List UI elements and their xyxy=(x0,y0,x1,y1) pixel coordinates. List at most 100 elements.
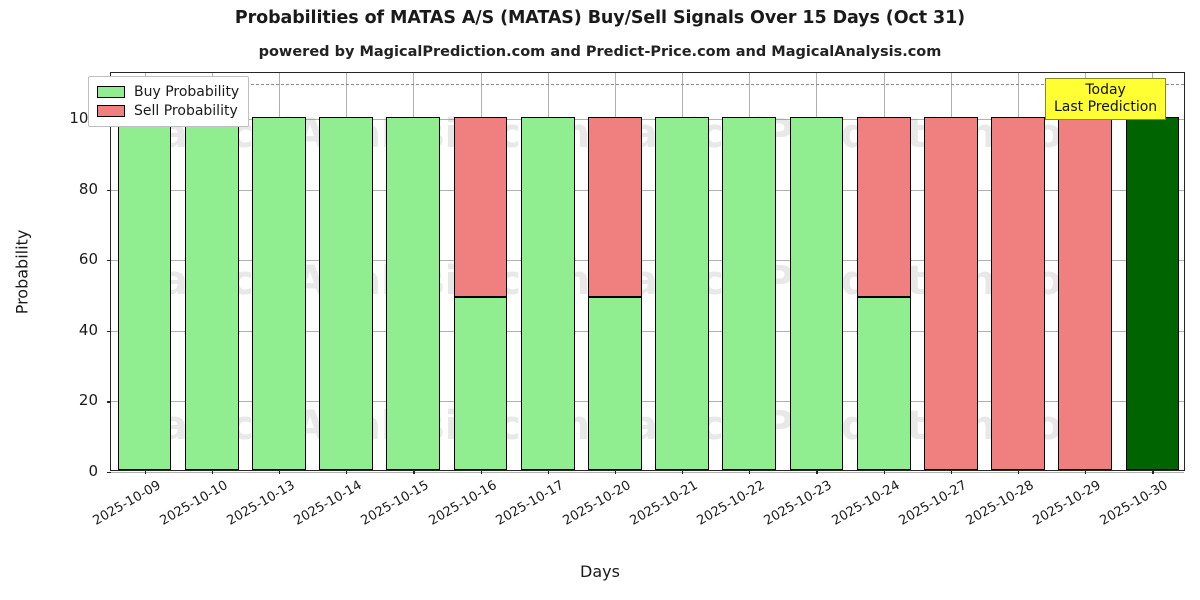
y-tick-label: 0 xyxy=(88,462,98,480)
bar-group[interactable] xyxy=(386,71,441,470)
bar-segment-sell[interactable] xyxy=(453,116,508,297)
x-tick-mark xyxy=(480,470,482,474)
x-tick-label: 2025-10-29 xyxy=(1030,478,1104,529)
y-tick-mark xyxy=(107,189,111,191)
legend-swatch-icon xyxy=(97,104,125,117)
legend-item[interactable]: Sell Probability xyxy=(97,101,239,120)
y-tick-mark xyxy=(107,260,111,262)
chart-subtitle: powered by MagicalPrediction.com and Pre… xyxy=(258,44,942,60)
bar-group[interactable] xyxy=(319,71,374,470)
x-tick-mark xyxy=(211,470,213,474)
bar-group[interactable] xyxy=(588,71,642,470)
bar-segment-buy[interactable] xyxy=(453,296,508,470)
x-tick-label: 2025-10-22 xyxy=(694,478,768,529)
x-tick-mark xyxy=(749,470,751,474)
x-tick-mark xyxy=(144,470,146,474)
bar-segment-buy[interactable] xyxy=(655,116,709,470)
bar-segment-sell[interactable] xyxy=(588,116,642,297)
bar-group[interactable] xyxy=(722,71,777,470)
x-tick-label: 2025-10-27 xyxy=(896,478,970,529)
bar-segment-today[interactable] xyxy=(1125,116,1180,470)
page-title: Probabilities of MATAS A/S (MATAS) Buy/S… xyxy=(234,8,966,28)
plot-area: MagicalAnalysis.comMagicalPrediction.com… xyxy=(107,72,1185,474)
bar-group[interactable] xyxy=(117,71,172,470)
legend-label: Buy Probability xyxy=(134,83,240,100)
x-tick-label: 2025-10-09 xyxy=(90,478,164,529)
bar-segment-buy[interactable] xyxy=(520,116,575,470)
gridline-horizontal xyxy=(111,401,1184,403)
legend-label: Sell Probability xyxy=(134,102,238,119)
bar-group[interactable] xyxy=(520,71,575,470)
legend-item[interactable]: Buy Probability xyxy=(97,82,239,101)
bar-segment-sell[interactable] xyxy=(991,116,1045,470)
x-tick-label: 2025-10-21 xyxy=(627,478,701,529)
bar-segment-buy[interactable] xyxy=(386,116,441,470)
bar-group[interactable] xyxy=(655,71,709,470)
x-tick-label: 2025-10-17 xyxy=(493,478,567,529)
y-tick-label: 40 xyxy=(78,320,98,339)
gridline-horizontal xyxy=(111,118,1184,120)
x-tick-mark xyxy=(883,470,885,474)
bar-segment-buy[interactable] xyxy=(789,116,844,470)
gridline-horizontal xyxy=(111,189,1184,191)
bar-segment-sell[interactable] xyxy=(856,116,911,297)
y-tick-label: 60 xyxy=(78,250,98,269)
x-tick-label: 2025-10-13 xyxy=(224,478,298,529)
x-tick-label: 2025-10-10 xyxy=(157,478,231,529)
x-tick-label: 2025-10-30 xyxy=(1097,478,1171,529)
legend-swatch-icon xyxy=(97,85,125,98)
bar-group[interactable] xyxy=(856,71,911,470)
y-axis-label: Probability xyxy=(12,229,32,314)
threshold-dashed-line xyxy=(111,83,1184,85)
bar-segment-buy[interactable] xyxy=(588,296,642,470)
bar-segment-sell[interactable] xyxy=(923,116,978,470)
bar-group[interactable] xyxy=(252,71,306,470)
x-tick-mark xyxy=(682,470,684,474)
bar-group[interactable] xyxy=(453,71,508,470)
x-tick-label: 2025-10-28 xyxy=(963,478,1037,529)
x-axis-label: Days xyxy=(580,562,620,581)
today-label: Today xyxy=(1085,82,1126,98)
x-tick-label: 2025-10-15 xyxy=(358,478,432,529)
today-annotation: Today Last Prediction xyxy=(1045,78,1167,121)
bar-group[interactable] xyxy=(991,71,1045,470)
x-tick-mark xyxy=(413,470,415,474)
x-tick-mark xyxy=(346,470,348,474)
bars-layer xyxy=(111,73,1184,470)
y-tick-label: 80 xyxy=(78,179,98,198)
gridline-horizontal xyxy=(111,330,1184,332)
bar-group[interactable] xyxy=(1125,71,1180,470)
y-tick-mark xyxy=(107,330,111,332)
x-tick-mark xyxy=(816,470,818,474)
bar-segment-buy[interactable] xyxy=(319,116,374,470)
bar-segment-buy[interactable] xyxy=(856,296,911,470)
bar-group[interactable] xyxy=(1058,71,1113,470)
x-tick-label: 2025-10-20 xyxy=(560,478,634,529)
x-tick-mark xyxy=(1152,470,1154,474)
bar-group[interactable] xyxy=(789,71,844,470)
x-tick-label: 2025-10-16 xyxy=(426,478,500,529)
x-tick-label: 2025-10-14 xyxy=(291,478,365,529)
gridline-horizontal xyxy=(111,472,1184,473)
last-prediction-label: Last Prediction xyxy=(1054,98,1158,115)
bar-segment-sell[interactable] xyxy=(1058,116,1113,470)
gridline-horizontal xyxy=(111,260,1184,262)
bar-segment-buy[interactable] xyxy=(117,116,172,470)
x-tick-mark xyxy=(278,470,281,474)
y-tick-mark xyxy=(107,472,111,474)
y-tick-mark xyxy=(107,401,111,403)
chart-legend: Buy Probability Sell Probability xyxy=(88,76,250,127)
x-tick-label: 2025-10-23 xyxy=(762,478,835,529)
x-tick-mark xyxy=(614,470,617,474)
bar-segment-buy[interactable] xyxy=(252,116,306,470)
bar-group[interactable] xyxy=(184,71,239,470)
x-tick-mark xyxy=(547,470,549,474)
x-tick-mark xyxy=(950,470,953,474)
bar-segment-buy[interactable] xyxy=(722,116,777,470)
x-tick-label: 2025-10-24 xyxy=(829,478,903,529)
y-tick-label: 20 xyxy=(78,391,98,410)
bar-group[interactable] xyxy=(923,71,978,470)
bar-segment-buy[interactable] xyxy=(184,116,239,470)
x-tick-mark xyxy=(1085,470,1087,474)
